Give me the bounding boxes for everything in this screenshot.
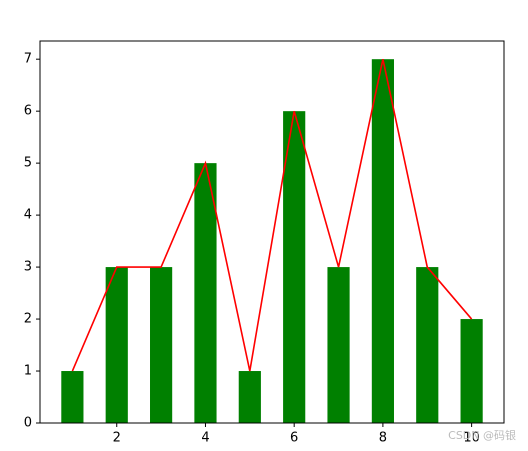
bar xyxy=(327,267,350,423)
bar xyxy=(238,371,261,423)
y-tick-label: 1 xyxy=(24,364,32,379)
y-tick-label: 5 xyxy=(24,156,32,171)
bar xyxy=(105,267,128,423)
plot-frame xyxy=(39,40,505,424)
bar xyxy=(194,163,217,423)
y-tick-label: 7 xyxy=(24,52,32,67)
x-tick-label: 2 xyxy=(113,431,121,446)
y-tick-label: 0 xyxy=(24,416,32,431)
line xyxy=(71,59,473,372)
bar xyxy=(416,267,439,423)
watermark: CSDN @码银 xyxy=(448,428,516,442)
x-tick-label: 4 xyxy=(201,431,209,446)
bar xyxy=(283,111,306,423)
y-tick-label: 4 xyxy=(24,208,32,223)
y-tick-label: 2 xyxy=(24,312,32,327)
y-tick-label: 3 xyxy=(24,260,32,275)
bar xyxy=(150,267,173,423)
bar xyxy=(61,371,84,423)
y-tick-label: 6 xyxy=(24,104,32,119)
x-tick-label: 8 xyxy=(379,431,387,446)
x-tick-label: 6 xyxy=(290,431,298,446)
bar xyxy=(371,59,394,423)
bar xyxy=(460,319,483,423)
x-tick-label: 10 xyxy=(463,431,480,446)
